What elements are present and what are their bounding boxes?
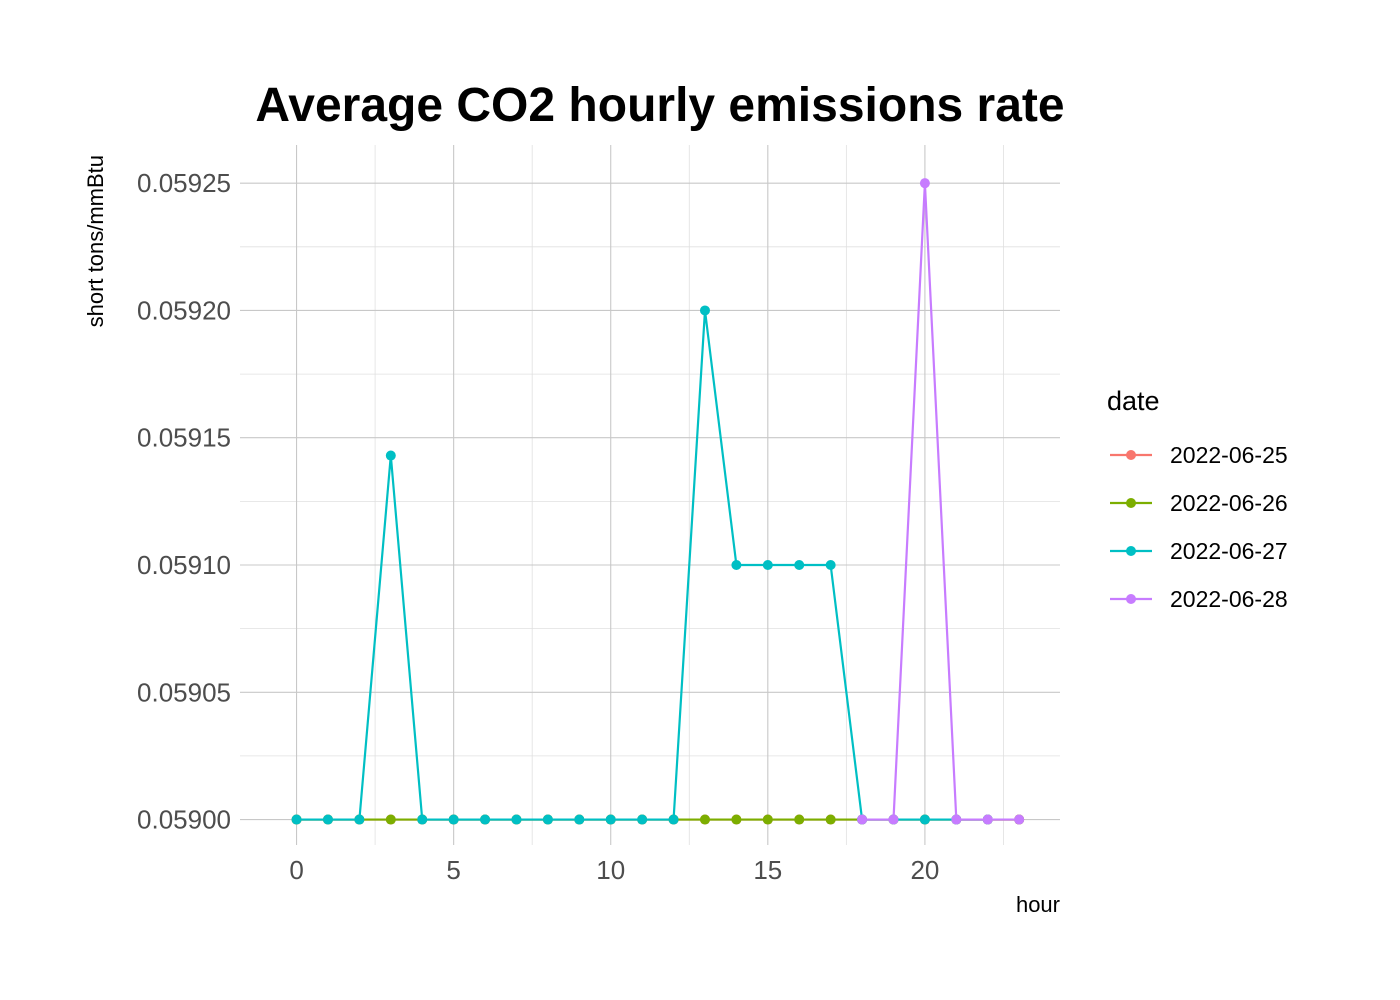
y-tick-label: 0.05900	[137, 805, 231, 835]
data-point	[605, 814, 616, 825]
data-point	[637, 814, 648, 825]
legend-label: 2022-06-26	[1170, 490, 1288, 516]
x-tick-label: 0	[289, 855, 303, 885]
data-point	[919, 178, 930, 189]
legend-item: 2022-06-25	[1110, 442, 1288, 468]
data-point	[982, 814, 993, 825]
legend-key-point	[1126, 594, 1136, 604]
series-2022-06-28	[857, 178, 1025, 825]
data-point	[762, 814, 773, 825]
data-point	[574, 814, 585, 825]
chart-title: Average CO2 hourly emissions rate	[255, 79, 1064, 132]
y-tick-label: 0.05910	[137, 550, 231, 580]
y-axis-label: short tons/mmBtu	[83, 155, 108, 327]
legend-key-point	[1126, 546, 1136, 556]
legend-item: 2022-06-27	[1110, 538, 1288, 564]
x-axis-ticks: 0 5 10 15 20	[289, 855, 939, 885]
y-tick-label: 0.05920	[137, 295, 231, 325]
legend-title: date	[1107, 386, 1160, 416]
data-point	[322, 814, 333, 825]
x-tick-label: 15	[753, 855, 782, 885]
y-tick-label: 0.05915	[137, 423, 231, 453]
data-point	[291, 814, 302, 825]
data-point	[825, 560, 836, 570]
legend: date 2022-06-25 2022-06-26 2022-06-27 2022-…	[1107, 386, 1288, 612]
data-point	[699, 305, 710, 316]
data-point	[480, 814, 491, 825]
data-point	[1014, 814, 1025, 825]
data-point	[919, 814, 930, 825]
data-point	[888, 814, 899, 825]
data-point	[794, 814, 805, 825]
data-point	[385, 814, 396, 825]
data-point	[825, 814, 836, 825]
data-point	[731, 814, 742, 825]
x-tick-label: 10	[596, 855, 625, 885]
legend-label: 2022-06-28	[1170, 586, 1288, 612]
y-axis-ticks: 0.05900 0.05905 0.05910 0.05915 0.05920 0.059…	[137, 168, 231, 834]
data-point	[448, 814, 459, 825]
x-axis-label: hour	[1016, 892, 1060, 917]
legend-key-point	[1126, 450, 1136, 460]
legend-item: 2022-06-26	[1110, 490, 1288, 516]
legend-label: 2022-06-27	[1170, 538, 1288, 564]
series-layer	[291, 178, 1025, 825]
data-point	[762, 560, 773, 570]
data-point	[699, 814, 710, 825]
y-tick-label: 0.05925	[137, 168, 231, 198]
data-point	[731, 560, 742, 570]
legend-key-point	[1126, 498, 1136, 508]
y-tick-label: 0.05905	[137, 677, 231, 707]
data-point	[417, 814, 428, 825]
data-point	[385, 450, 396, 461]
legend-item: 2022-06-28	[1110, 586, 1288, 612]
grid	[240, 145, 1060, 845]
data-point	[794, 560, 805, 570]
data-point	[951, 814, 962, 825]
x-tick-label: 20	[910, 855, 939, 885]
x-tick-label: 5	[446, 855, 460, 885]
series-line	[862, 182, 1020, 821]
data-point	[354, 814, 365, 825]
legend-label: 2022-06-25	[1170, 442, 1288, 468]
data-point	[668, 814, 679, 825]
data-point	[542, 814, 553, 825]
data-point	[511, 814, 522, 825]
data-point	[857, 814, 868, 825]
